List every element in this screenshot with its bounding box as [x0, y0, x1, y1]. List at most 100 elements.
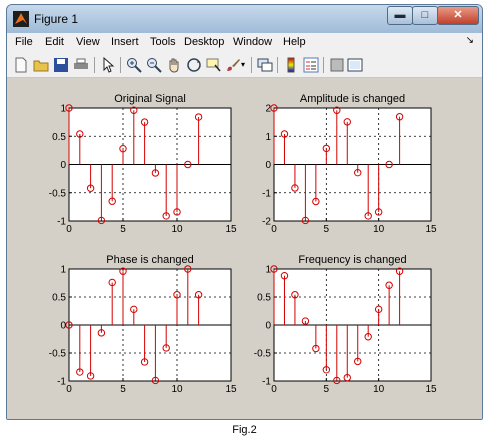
y-tick-label: 0.5: [52, 293, 66, 304]
maximize-button[interactable]: □: [412, 6, 438, 25]
pan-hand-icon[interactable]: [166, 57, 182, 73]
y-tick-label: 1: [60, 104, 66, 115]
y-tick-label: -1: [57, 217, 66, 228]
stem-marker: [354, 168, 362, 177]
figure-caption: Fig.2: [232, 424, 257, 436]
y-tick-label: 0: [60, 321, 66, 332]
x-tick-label: 5: [324, 224, 330, 235]
x-tick-label: 10: [373, 224, 385, 235]
new-figure-icon[interactable]: [13, 57, 29, 73]
toolbar-separator: [251, 57, 252, 73]
hide-plot-tools-icon[interactable]: [329, 57, 345, 73]
x-tick-label: 5: [120, 224, 126, 235]
stem-marker: [194, 113, 203, 121]
toolbar-separator: [120, 57, 121, 73]
stem-marker: [130, 305, 138, 314]
stem-marker: [130, 106, 138, 114]
y-tick-label: -1: [262, 377, 271, 388]
stem-marker: [354, 357, 362, 366]
menu-tools[interactable]: Tools: [150, 36, 176, 48]
zoom-in-icon[interactable]: [126, 57, 142, 73]
x-tick-label: 15: [425, 224, 437, 235]
stem-marker: [65, 321, 73, 329]
stem-marker: [395, 267, 404, 275]
stem-marker: [395, 113, 404, 121]
stem-marker: [173, 291, 181, 299]
subplot-3: 0 5 10 15 -1 -0.5 0 0.5 1 Phase is changed: [49, 254, 237, 395]
stem-marker: [194, 291, 203, 299]
legend-icon[interactable]: [303, 57, 319, 73]
stem-marker: [291, 184, 299, 192]
stem-marker: [162, 344, 170, 352]
menu-desktop[interactable]: Desktop: [184, 36, 225, 48]
y-tick-label: 0.5: [257, 293, 271, 304]
window-title: Figure 1: [34, 12, 79, 26]
stem-marker: [301, 216, 310, 225]
toolbar-separator: [94, 57, 95, 73]
menu-overflow-arrow[interactable]: ↘: [465, 35, 474, 46]
rotate-3d-icon[interactable]: [186, 57, 202, 73]
toolbar-separator: [323, 57, 324, 73]
print-icon[interactable]: [73, 57, 89, 73]
y-tick-label: -1: [262, 188, 271, 199]
colorbar-icon[interactable]: [283, 57, 299, 73]
stem-marker: [374, 208, 383, 216]
stem-marker: [270, 265, 278, 273]
stem-marker: [270, 104, 278, 112]
stem-marker: [140, 358, 149, 366]
x-tick-label: 0: [271, 224, 277, 235]
plot-title: Amplitude is changed: [300, 93, 405, 105]
stem-marker: [333, 106, 341, 114]
open-file-icon[interactable]: [33, 57, 49, 73]
edit-plot-arrow-icon[interactable]: [100, 57, 116, 73]
menu-bar: File Edit View Insert Tools Desktop Wind…: [7, 33, 482, 53]
save-icon[interactable]: [53, 57, 69, 73]
menu-view[interactable]: View: [76, 36, 100, 48]
subplot-4: 0 5 10 15 -1 -0.5 0 0.5 1 Frequency is changed: [254, 254, 437, 395]
y-tick-label: -0.5: [49, 188, 67, 199]
menu-insert[interactable]: Insert: [111, 36, 139, 48]
y-tick-label: 0.5: [52, 132, 66, 143]
stem-marker: [333, 376, 341, 385]
stem-marker: [119, 267, 127, 275]
plot-title: Phase is changed: [106, 254, 193, 266]
brush-dropdown-icon[interactable]: ▾: [241, 60, 246, 69]
x-tick-label: 0: [271, 384, 277, 395]
y-tick-label: -0.5: [49, 349, 67, 360]
menu-help[interactable]: Help: [283, 36, 306, 48]
stem-marker: [312, 344, 320, 353]
show-plot-tools-icon[interactable]: [347, 57, 363, 73]
title-bar[interactable]: Figure 1 ▬ □ ✕: [7, 5, 482, 33]
menu-edit[interactable]: Edit: [45, 36, 64, 48]
stem-marker: [364, 212, 372, 220]
x-tick-label: 0: [66, 224, 72, 235]
y-tick-label: 0: [265, 321, 271, 332]
link-plot-icon[interactable]: [257, 57, 273, 73]
y-tick-label: 1: [60, 265, 66, 276]
stem-marker: [322, 144, 331, 153]
stem-marker: [86, 184, 95, 192]
menu-file[interactable]: File: [15, 36, 33, 48]
zoom-out-icon[interactable]: [146, 57, 162, 73]
x-tick-label: 10: [171, 224, 183, 235]
brush-icon[interactable]: [226, 57, 242, 73]
minimize-button[interactable]: ▬: [387, 6, 413, 25]
stem-marker: [173, 208, 181, 216]
stem-marker: [280, 272, 289, 280]
stem-marker: [65, 104, 73, 112]
matlab-logo-icon: [13, 11, 29, 27]
data-cursor-icon[interactable]: [206, 57, 222, 73]
x-tick-label: 5: [324, 384, 330, 395]
close-button[interactable]: ✕: [437, 6, 479, 25]
subplot-1: 0 5 10 15 -1 -0.5 0 0.5 1 Original Signal: [49, 93, 237, 235]
stem-marker: [140, 118, 149, 126]
plot-title: Original Signal: [114, 93, 186, 105]
stem-marker: [86, 372, 95, 380]
menu-window[interactable]: Window: [233, 36, 273, 48]
x-tick-label: 5: [120, 384, 126, 395]
stem-marker: [291, 291, 299, 299]
y-tick-label: 0: [265, 160, 271, 171]
figure-window: Figure 1 ▬ □ ✕ File Edit View Insert Too…: [6, 4, 483, 420]
y-tick-label: 0: [60, 160, 66, 171]
stem-marker: [343, 373, 351, 382]
